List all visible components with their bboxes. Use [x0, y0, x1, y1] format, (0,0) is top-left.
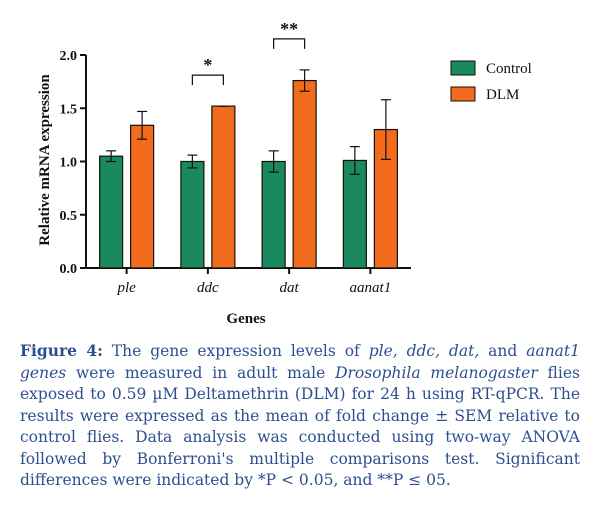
y-axis-label: Relative mRNA expression: [37, 74, 53, 246]
y-tick-label: 0.5: [60, 209, 78, 224]
significance-marker: **: [280, 19, 298, 39]
bar-control: [342, 159, 367, 269]
significance-bracket: [191, 74, 224, 86]
legend-swatch-dlm: [450, 86, 476, 102]
legend: Control DLM: [450, 60, 532, 103]
x-axis-label: Genes: [226, 311, 265, 327]
y-tick-label: 1.5: [60, 102, 78, 117]
significance-bracket: [273, 38, 306, 49]
bar-control: [180, 160, 205, 269]
bar-dlm: [292, 79, 317, 269]
bar-control: [99, 155, 124, 269]
x-tick-label: aanat1: [350, 280, 392, 296]
bar-control: [261, 160, 286, 269]
significance-marker: *: [203, 55, 212, 75]
y-tick-label: 1.0: [60, 156, 78, 171]
caption-text-4: flies exposed to 0.59 µM Deltamethrin (D…: [20, 363, 580, 490]
legend-label-control: Control: [486, 61, 532, 77]
y-tick-label: 2.0: [60, 49, 78, 64]
x-tick-label: ple: [116, 280, 136, 296]
bar-dlm: [130, 124, 155, 269]
caption-text-1: The gene expression levels of: [102, 342, 369, 360]
caption-text-3: were measured in adult male: [66, 363, 336, 382]
legend-swatch-control: [450, 60, 476, 76]
figure-label: Figure 4:: [20, 341, 103, 360]
caption-genes-1: ple, ddc, dat,: [368, 342, 480, 360]
x-tick-label: dat: [280, 280, 300, 296]
y-tick-label: 0.0: [60, 262, 78, 277]
caption-text-2: and: [479, 342, 527, 360]
x-tick-label: ddc: [197, 280, 219, 296]
bar-dlm: [211, 105, 236, 269]
caption-species: Drosophila melanogaster: [335, 363, 538, 382]
legend-label-dlm: DLM: [486, 87, 519, 103]
caption-genes-2: aanat1 genes: [20, 342, 581, 382]
figure-caption: Figure 4: The gene expression levels of …: [20, 340, 580, 492]
